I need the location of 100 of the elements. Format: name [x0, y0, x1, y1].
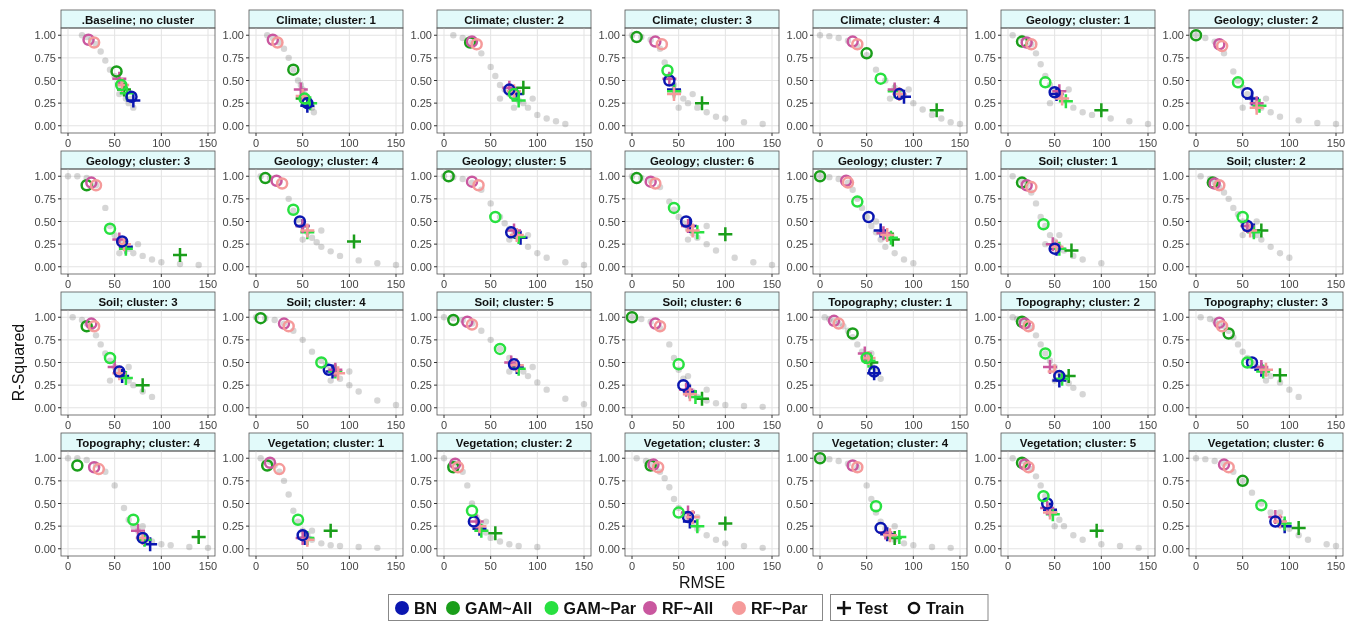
y-tick-label: 0.50: [786, 215, 808, 228]
y-tick-label: 1.00: [410, 452, 432, 465]
y-tick-label: 0.00: [34, 542, 56, 555]
x-tick-label: 150: [198, 137, 218, 149]
x-tick-label: 0: [628, 137, 636, 149]
chart-title: Vegetation; cluster: 4: [831, 436, 949, 449]
chart-title: Climate; cluster: 3: [652, 13, 752, 26]
x-tick-label: 0: [1192, 278, 1200, 290]
y-tick-label: 1.00: [34, 170, 56, 183]
x-tick-label: 100: [152, 278, 171, 290]
chart-title: Vegetation; cluster: 1: [267, 436, 385, 449]
y-tick-label: 1.00: [34, 311, 56, 324]
x-tick-label: 150: [762, 278, 782, 290]
y-tick-label: 0.25: [974, 379, 996, 392]
x-tick-label: 100: [340, 137, 359, 149]
x-tick-label: 100: [1092, 278, 1111, 290]
y-tick-label: 0.00: [1162, 542, 1184, 555]
chart-title: Topography; cluster: 1: [828, 295, 953, 308]
y-tick-label: 0.25: [1162, 379, 1184, 392]
y-tick-label: 0.00: [598, 260, 620, 273]
y-tick-label: 0.50: [1162, 497, 1184, 510]
y-tick-label: 1.00: [222, 311, 244, 324]
x-tick-label: 50: [1048, 137, 1061, 149]
x-tick-label: 0: [64, 560, 72, 572]
y-tick-label: 1.00: [410, 311, 432, 324]
y-tick-label: 0.00: [222, 260, 244, 273]
x-tick-label: 50: [108, 137, 121, 149]
y-tick-label: 0.50: [410, 215, 432, 228]
y-tick-label: 0.50: [598, 356, 620, 369]
y-tick-label: 0.50: [222, 74, 244, 87]
x-tick-label: 100: [528, 278, 547, 290]
legend-label: RF~Par: [751, 600, 808, 617]
x-tick-label: 100: [716, 278, 735, 290]
y-tick-label: 0.25: [1162, 238, 1184, 251]
x-tick-label: 150: [198, 278, 218, 290]
y-tick-label: 0.50: [1162, 356, 1184, 369]
x-tick-label: 100: [904, 419, 923, 431]
x-tick-label: 150: [762, 137, 782, 149]
y-tick-label: 0.50: [786, 497, 808, 510]
y-tick-label: 0.75: [410, 333, 432, 346]
y-tick-label: 0.25: [410, 238, 432, 251]
y-tick-label: 0.50: [598, 215, 620, 228]
x-tick-label: 0: [1192, 560, 1200, 572]
y-tick-label: 0.75: [34, 51, 56, 64]
x-tick-label: 150: [574, 419, 594, 431]
x-tick-label: 100: [1092, 560, 1111, 572]
y-tick-label: 0.00: [786, 119, 808, 132]
x-tick-label: 50: [1048, 278, 1061, 290]
y-tick-label: 0.25: [1162, 520, 1184, 533]
x-tick-label: 100: [1092, 419, 1111, 431]
x-tick-label: 150: [386, 137, 406, 149]
y-tick-label: 0.75: [1162, 474, 1184, 487]
y-tick-label: 0.25: [598, 238, 620, 251]
x-tick-label: 100: [528, 560, 547, 572]
y-tick-label: 0.00: [1162, 401, 1184, 414]
legend-label: GAM~All: [465, 600, 533, 617]
y-tick-label: 0.75: [598, 192, 620, 205]
x-tick-label: 0: [64, 278, 72, 290]
y-tick-label: 0.50: [410, 497, 432, 510]
x-tick-label: 150: [1138, 560, 1158, 572]
y-tick-label: 1.00: [222, 170, 244, 183]
x-tick-label: 150: [1326, 137, 1346, 149]
y-tick-label: 1.00: [1162, 29, 1184, 42]
chart-title: Vegetation; cluster: 3: [643, 436, 761, 449]
x-tick-label: 0: [816, 419, 824, 431]
chart-title: Soil; cluster: 4: [286, 295, 367, 308]
y-tick-label: 1.00: [34, 452, 56, 465]
y-tick-label: 0.00: [786, 260, 808, 273]
x-tick-label: 100: [1280, 137, 1299, 149]
x-tick-label: 50: [672, 419, 685, 431]
x-tick-label: 150: [950, 419, 970, 431]
legend-label: GAM~Par: [563, 600, 637, 617]
y-tick-label: 0.75: [786, 51, 808, 64]
y-tick-label: 0.00: [1162, 260, 1184, 273]
x-tick-label: 150: [1326, 278, 1346, 290]
chart-title: Soil; cluster: 1: [1038, 154, 1119, 167]
x-tick-label: 50: [296, 137, 309, 149]
y-tick-label: 1.00: [786, 311, 808, 324]
x-tick-label: 100: [528, 137, 547, 149]
legend-label: BN: [414, 600, 438, 617]
x-tick-label: 100: [340, 278, 359, 290]
y-tick-label: 0.25: [222, 379, 244, 392]
y-tick-label: 0.00: [598, 119, 620, 132]
x-tick-label: 50: [1236, 278, 1249, 290]
y-tick-label: 0.25: [974, 97, 996, 110]
chart-title: Topography; cluster: 2: [1016, 295, 1140, 308]
y-tick-label: 0.75: [1162, 333, 1184, 346]
y-tick-label: 1.00: [974, 170, 996, 183]
x-tick-label: 100: [340, 560, 359, 572]
x-tick-label: 0: [440, 560, 448, 572]
y-tick-label: 1.00: [974, 311, 996, 324]
y-tick-label: 0.00: [34, 260, 56, 273]
chart-title: Climate; cluster: 4: [840, 13, 941, 26]
x-tick-label: 0: [1192, 419, 1200, 431]
y-tick-label: 0.00: [786, 401, 808, 414]
x-tick-label: 0: [628, 419, 636, 431]
y-tick-label: 0.50: [34, 215, 56, 228]
x-tick-label: 150: [762, 560, 782, 572]
y-tick-label: 0.00: [974, 542, 996, 555]
x-tick-label: 50: [296, 560, 309, 572]
